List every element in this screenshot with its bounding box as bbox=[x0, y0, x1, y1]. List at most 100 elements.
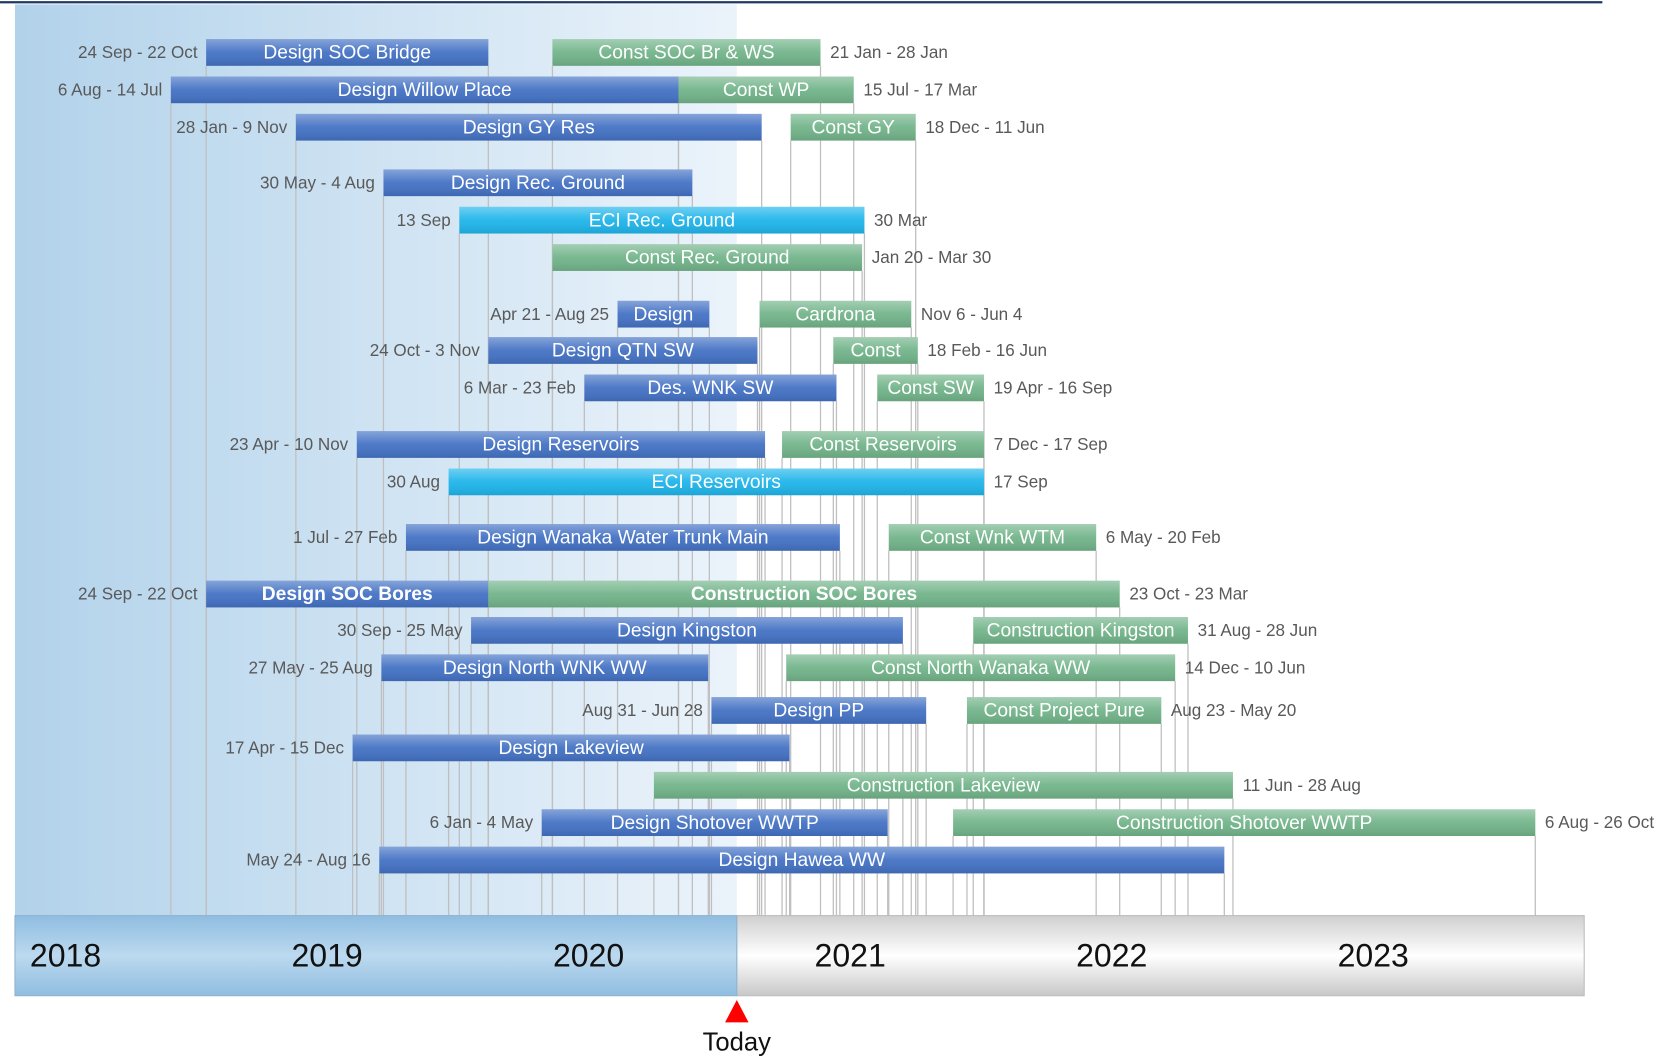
task-bar-shine bbox=[206, 39, 489, 66]
start-date-label: 24 Oct - 3 Nov bbox=[370, 341, 481, 360]
task-bar-shine bbox=[877, 374, 984, 402]
year-label: 2019 bbox=[291, 937, 362, 973]
task-bar-shine bbox=[541, 809, 888, 837]
task-label: Const SOC Br & WS bbox=[598, 43, 774, 64]
end-date-label: 11 Jun - 28 Aug bbox=[1243, 776, 1361, 795]
year-label: 2020 bbox=[553, 937, 624, 973]
task-label: Const SW bbox=[887, 378, 974, 399]
task-label: Design PP bbox=[773, 701, 864, 722]
task-label: Design Lakeview bbox=[498, 738, 643, 759]
task-label: Design Rec. Ground bbox=[451, 173, 625, 194]
start-date-label: 30 Sep - 25 May bbox=[337, 621, 463, 640]
task-bar-shine bbox=[488, 337, 758, 364]
time-axis: 2018 2019 2020 2021 2022 2023 Today bbox=[14, 915, 1585, 1057]
task-bar-shine bbox=[552, 39, 821, 66]
task-bar-shine bbox=[379, 846, 1225, 874]
end-date-label: 14 Dec - 10 Jun bbox=[1185, 658, 1306, 677]
start-date-label: 6 Mar - 23 Feb bbox=[464, 378, 576, 397]
task-label: Const GY bbox=[812, 117, 895, 138]
task-bar-shine bbox=[759, 300, 912, 328]
start-date-label: 6 Aug - 14 Jul bbox=[58, 80, 162, 99]
end-date-label: 30 Mar bbox=[874, 211, 927, 230]
today-marker bbox=[725, 999, 749, 1023]
task-bar-shine bbox=[953, 809, 1536, 837]
task-bar-shine bbox=[617, 300, 710, 328]
task-label: Cardrona bbox=[795, 304, 875, 325]
start-date-label: 24 Sep - 22 Oct bbox=[78, 43, 198, 62]
end-date-label: 23 Oct - 23 Mar bbox=[1129, 585, 1248, 604]
today-label: Today bbox=[703, 1029, 772, 1057]
task-bar-shine bbox=[448, 468, 984, 496]
task-label: Const North Wanaka WW bbox=[871, 658, 1091, 679]
end-date-label: 21 Jan - 28 Jan bbox=[830, 43, 948, 62]
task-label: Design Hawea WW bbox=[718, 850, 885, 871]
end-date-label: 19 Apr - 16 Sep bbox=[994, 378, 1113, 397]
task-label: Design GY Res bbox=[463, 117, 595, 138]
task-bar-shine bbox=[790, 113, 916, 141]
year-label: 2023 bbox=[1338, 937, 1409, 973]
task-label: ECI Rec. Ground bbox=[589, 210, 735, 231]
task-bar-shine bbox=[973, 617, 1188, 644]
task-label: Design SOC Bridge bbox=[263, 43, 431, 64]
task-label: Const Project Pure bbox=[983, 701, 1144, 722]
task-bar-shine bbox=[833, 337, 918, 364]
start-date-label: 28 Jan - 9 Nov bbox=[176, 118, 288, 137]
task-bar-shine bbox=[786, 654, 1176, 682]
end-date-label: 15 Jul - 17 Mar bbox=[863, 80, 977, 99]
task-bar-shine bbox=[584, 374, 837, 402]
task-label: Design North WNK WW bbox=[443, 658, 648, 679]
task-label: Const Wnk WTM bbox=[920, 528, 1065, 549]
task-bar-shine bbox=[459, 206, 865, 234]
task-label: Design Wanaka Water Trunk Main bbox=[477, 528, 768, 549]
end-date-label: 6 May - 20 Feb bbox=[1106, 528, 1221, 547]
task-label: Const bbox=[850, 341, 901, 362]
task-label: Design SOC Bores bbox=[262, 584, 433, 605]
end-date-label: 17 Sep bbox=[994, 472, 1048, 491]
start-date-label: 6 Jan - 4 May bbox=[430, 813, 534, 832]
axis-future bbox=[736, 915, 1585, 997]
year-label: 2021 bbox=[815, 937, 886, 973]
end-date-label: 31 Aug - 28 Jun bbox=[1198, 621, 1318, 640]
task-label: Design Shotover WWTP bbox=[611, 813, 819, 834]
task-bar-shine bbox=[552, 244, 863, 271]
task-bar-shine bbox=[381, 654, 709, 682]
start-date-label: May 24 - Aug 16 bbox=[246, 851, 370, 870]
task-label: Construction Shotover WWTP bbox=[1116, 813, 1372, 834]
task-label: Construction Lakeview bbox=[847, 775, 1040, 796]
year-label: 2018 bbox=[30, 937, 101, 973]
end-date-label: 6 Aug - 26 Oct bbox=[1545, 813, 1654, 832]
task-bar-shine bbox=[711, 697, 927, 724]
start-date-label: 1 Jul - 27 Feb bbox=[293, 528, 397, 547]
task-label: Design Kingston bbox=[617, 621, 757, 642]
task-label: Des. WNK SW bbox=[647, 378, 774, 399]
task-bar-shine bbox=[295, 113, 762, 141]
year-label: 2022 bbox=[1076, 937, 1147, 973]
task-label: Const Reservoirs bbox=[809, 435, 956, 456]
task-bar-shine bbox=[356, 431, 766, 458]
start-date-label: 30 May - 4 Aug bbox=[260, 173, 375, 192]
end-date-label: Aug 23 - May 20 bbox=[1171, 701, 1296, 720]
end-date-label: Jan 20 - Mar 30 bbox=[872, 248, 992, 267]
task-label: Construction Kingston bbox=[987, 621, 1175, 642]
task-bar-shine bbox=[383, 169, 693, 197]
task-bar-shine bbox=[405, 524, 840, 551]
task-bar-shine bbox=[206, 580, 489, 608]
task-label: Design bbox=[634, 304, 694, 325]
start-date-label: 17 Apr - 15 Dec bbox=[225, 738, 344, 757]
past-region bbox=[14, 4, 737, 916]
task-bar-shine bbox=[352, 734, 790, 762]
task-bar-shine bbox=[782, 431, 984, 458]
end-date-label: Nov 6 - Jun 4 bbox=[921, 305, 1023, 324]
task-bar-shine bbox=[678, 76, 854, 104]
task-label: ECI Reservoirs bbox=[652, 472, 781, 493]
task-bar-shine bbox=[888, 524, 1097, 551]
bars: Design SOC Bridge 24 Sep - 22 Oct Const SO… bbox=[58, 39, 1654, 874]
end-date-label: 7 Dec - 17 Sep bbox=[994, 435, 1108, 454]
start-date-label: 24 Sep - 22 Oct bbox=[78, 585, 198, 604]
start-date-label: 30 Aug bbox=[387, 472, 440, 491]
task-bar-shine bbox=[966, 697, 1162, 724]
background bbox=[14, 4, 737, 916]
task-bar-shine bbox=[653, 771, 1233, 799]
task-label: Design Willow Place bbox=[338, 80, 512, 101]
task-bar-shine bbox=[170, 76, 679, 104]
